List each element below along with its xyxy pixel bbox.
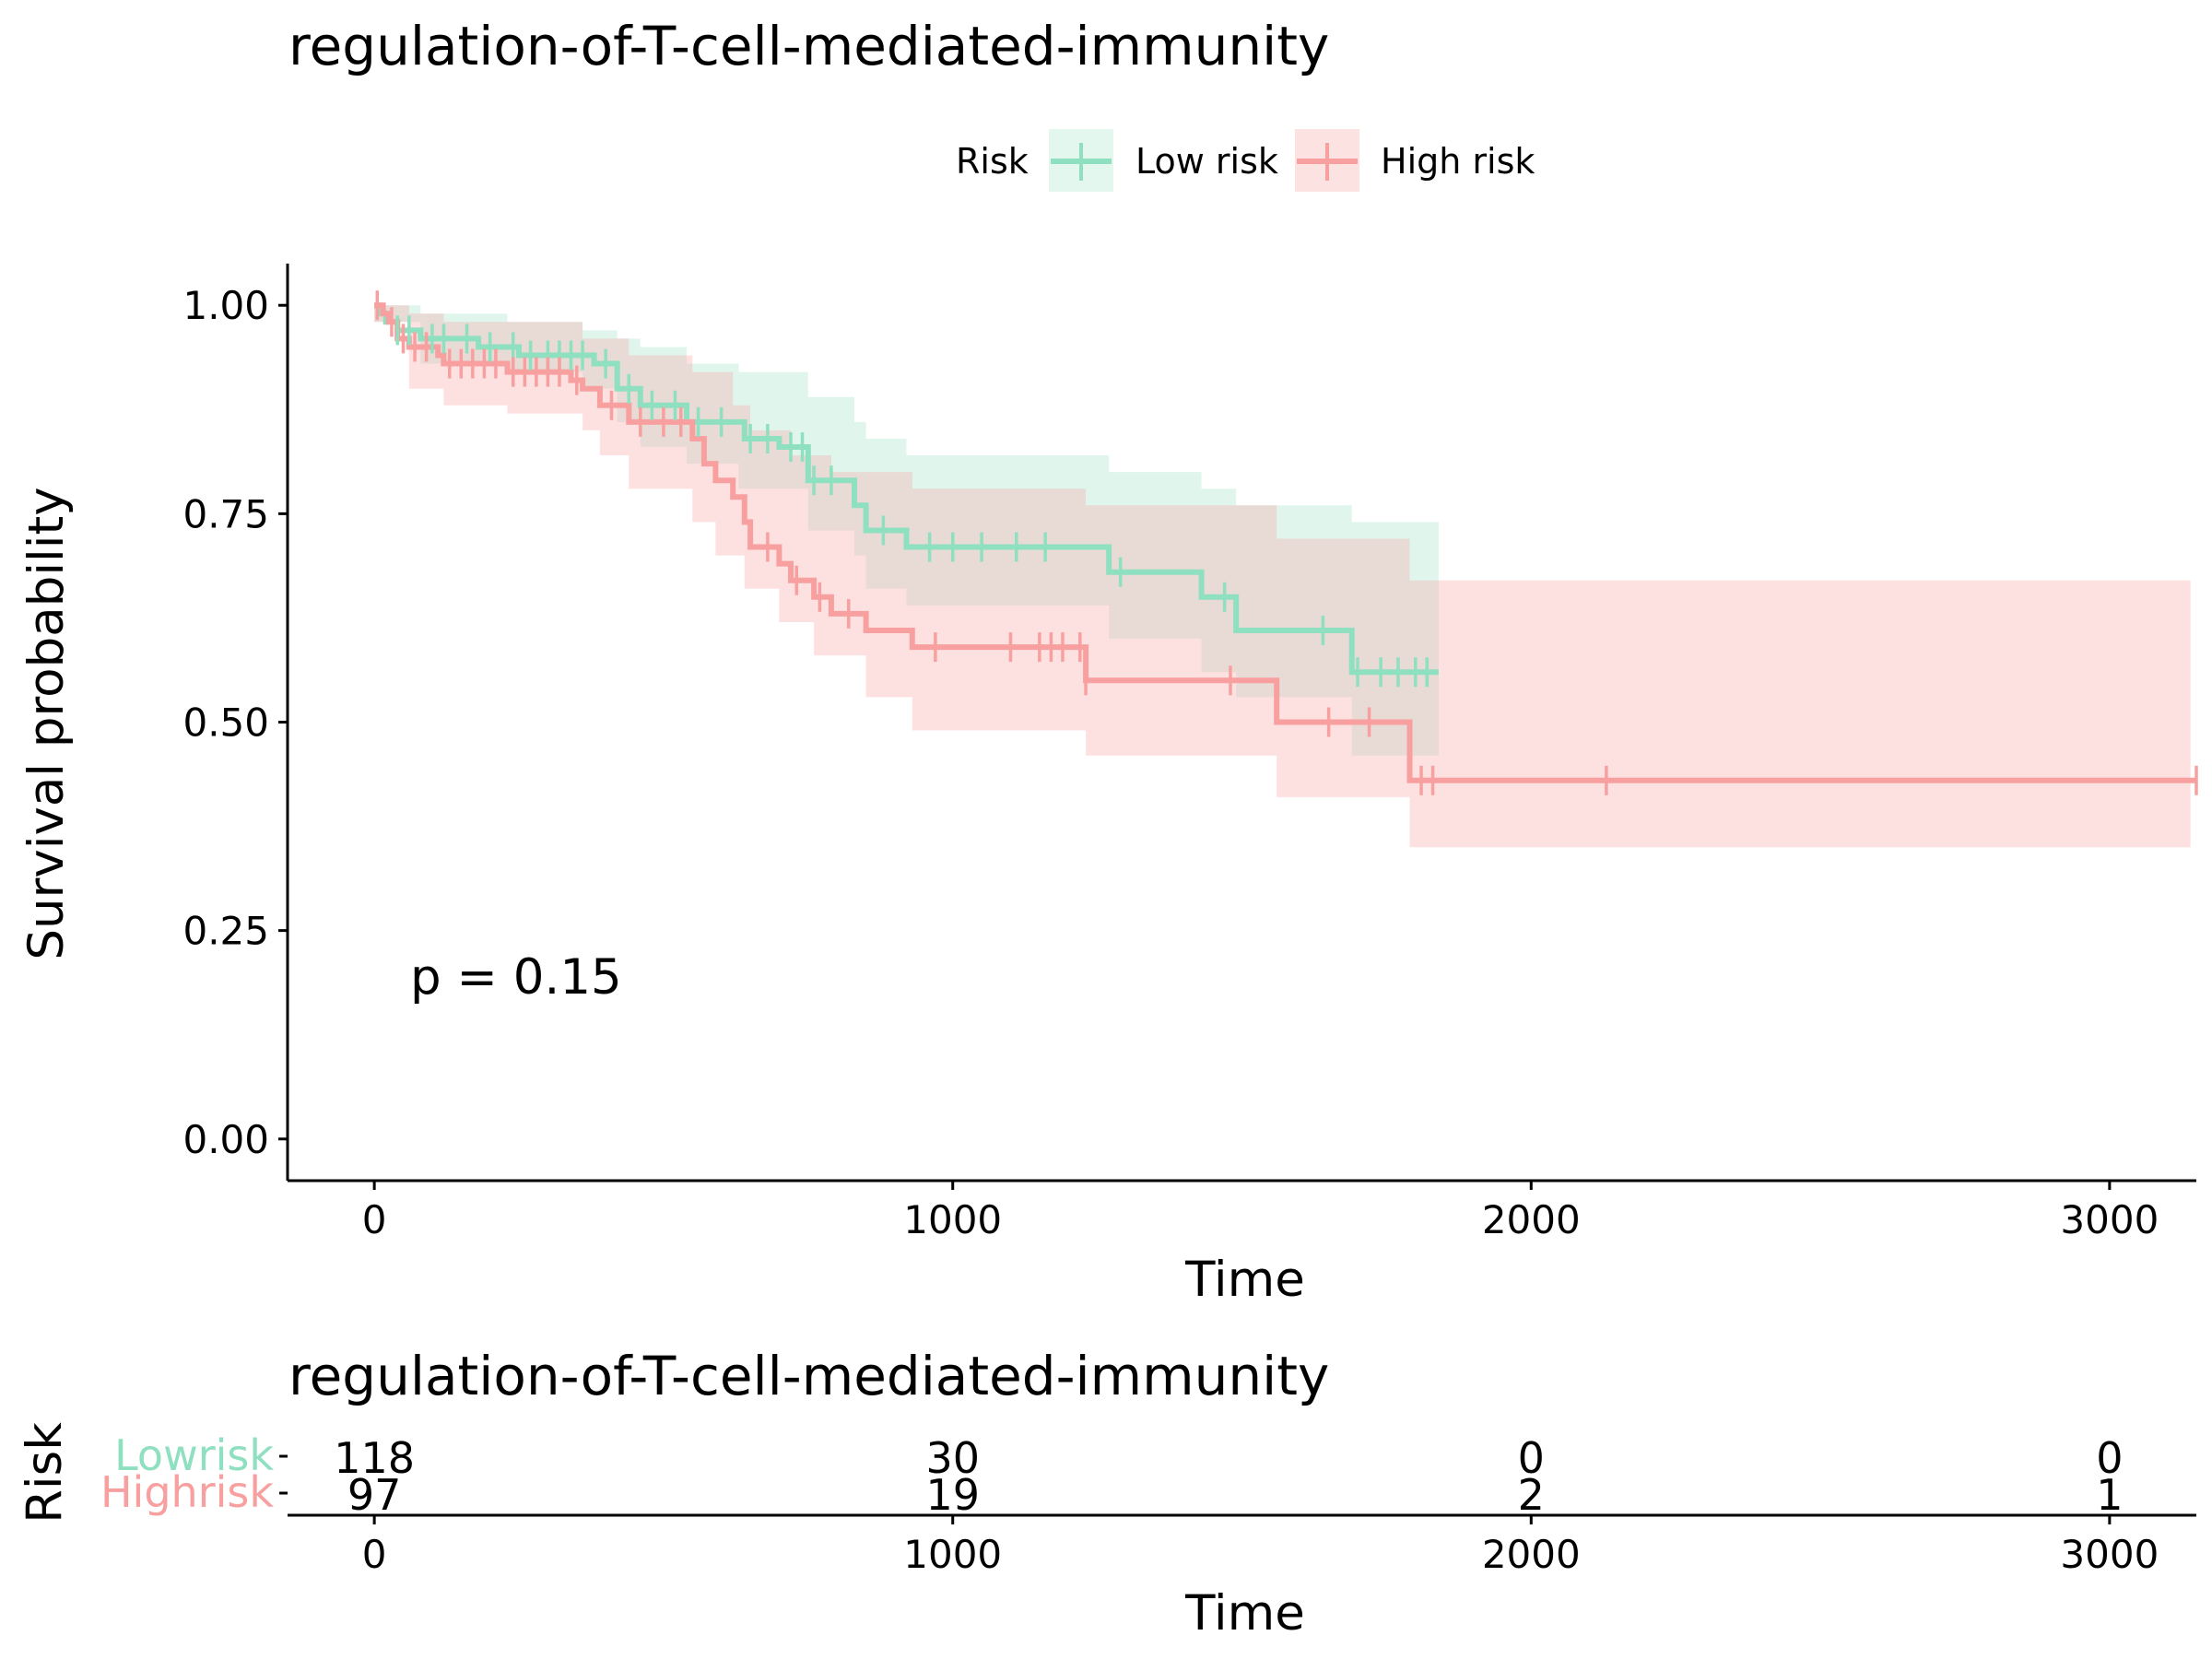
risk-x-tick-label-2: 2000 <box>1482 1532 1581 1577</box>
risk-count-high-risk-3: 1 <box>2096 1470 2123 1520</box>
x-axis-title: Time <box>1184 1252 1305 1308</box>
risk-count-high-risk-1: 19 <box>925 1470 980 1520</box>
risk-x-tick-label-1: 1000 <box>903 1532 1002 1577</box>
y-tick-label-0: 0.00 <box>182 1117 269 1162</box>
survival-curve-high-risk <box>374 302 2196 783</box>
risk-table-title: regulation-of-T-cell-mediated-immunity <box>288 1345 1329 1407</box>
risk-table-y-title: Risk <box>17 1422 73 1524</box>
legend-entry-low-risk: Low risk <box>1135 141 1278 182</box>
risk-count-high-risk-0: 97 <box>347 1470 402 1520</box>
risk-table-cells: 118 30 0 0 97 19 2 1 <box>334 1433 2123 1520</box>
x-tick-label-0: 0 <box>362 1197 387 1242</box>
p-value-annotation: p = 0.15 <box>410 949 622 1006</box>
x-tick-label-3: 3000 <box>2060 1197 2159 1242</box>
risk-count-high-risk-2: 2 <box>1518 1470 1545 1520</box>
confidence-bands <box>374 305 2191 914</box>
x-tick-label-2: 2000 <box>1482 1197 1581 1242</box>
risk-count-low-risk-2: 0 <box>1518 1433 1545 1483</box>
x-axis-ticks: 0 1000 2000 3000 <box>362 1181 2159 1242</box>
y-axis-ticks: 0.00 0.25 0.50 0.75 1.00 <box>182 283 288 1162</box>
legend-entry-high-risk: High risk <box>1381 141 1535 182</box>
risk-x-tick-label-3: 3000 <box>2060 1532 2159 1577</box>
km-plot-title: regulation-of-T-cell-mediated-immunity <box>288 15 1329 77</box>
y-tick-label-3: 0.75 <box>182 491 269 536</box>
risk-x-tick-label-0: 0 <box>362 1532 387 1577</box>
survival-curves <box>374 302 2196 783</box>
risk-table-x-ticks: 0 1000 2000 3000 <box>362 1515 2159 1577</box>
y-tick-label-2: 0.50 <box>182 700 269 746</box>
risk-table-strata-high-risk: Highrisk <box>100 1467 274 1517</box>
ci-band-high-risk <box>374 305 2191 914</box>
y-tick-label-4: 1.00 <box>182 283 269 328</box>
risk-count-low-risk-1: 30 <box>925 1433 980 1483</box>
risk-table-strata-low-risk: Lowrisk <box>114 1430 274 1480</box>
y-tick-label-1: 0.25 <box>182 909 269 954</box>
risk-count-low-risk-3: 0 <box>2096 1433 2123 1483</box>
x-tick-label-1: 1000 <box>903 1197 1002 1242</box>
legend-title: Risk <box>956 141 1029 182</box>
censor-marks <box>375 290 2198 795</box>
y-axis-title: Survival probability <box>18 487 75 959</box>
survival-curve-low-risk <box>374 302 1439 676</box>
risk-table-x-axis-title: Time <box>1184 1585 1305 1641</box>
legend: Risk Low risk High risk <box>956 129 1535 192</box>
risk-count-low-risk-0: 118 <box>334 1433 415 1483</box>
